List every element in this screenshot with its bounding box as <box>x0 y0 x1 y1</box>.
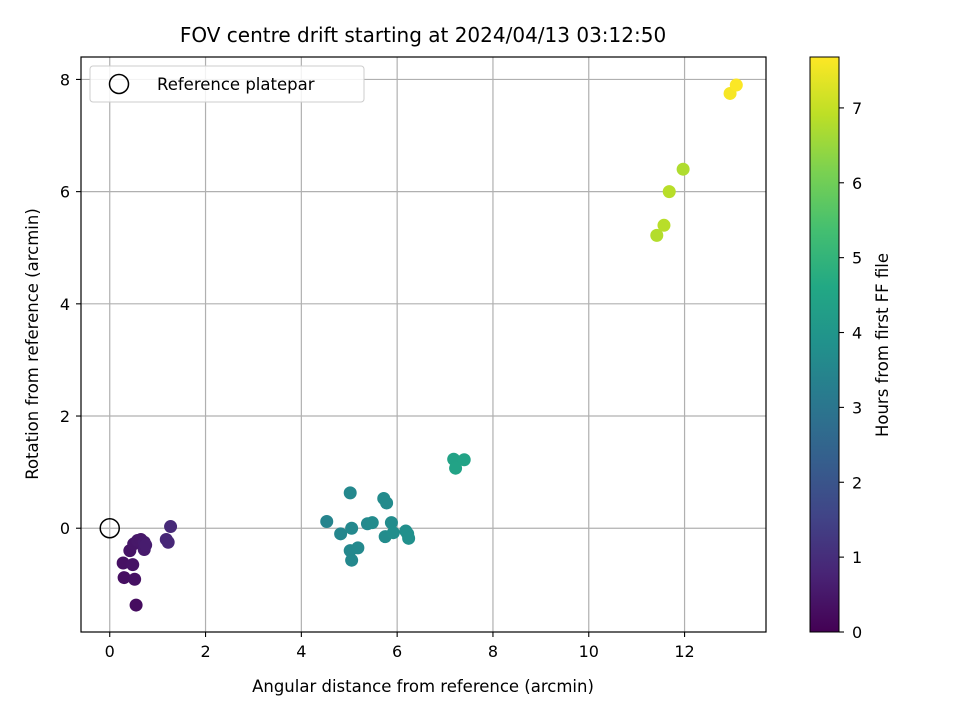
scatter-point <box>343 486 357 500</box>
scatter-point <box>380 496 394 510</box>
scatter-point <box>320 514 334 528</box>
x-tick-label: 8 <box>488 642 498 661</box>
legend-marker <box>108 73 130 95</box>
colorbar-label: Hours from first FF file <box>873 253 892 437</box>
scatter-point <box>345 553 359 567</box>
colorbar-tick-label: 0 <box>852 623 862 642</box>
x-tick-label: 0 <box>105 642 115 661</box>
colorbar-tick-label: 1 <box>852 548 862 567</box>
colorbar-tick-label: 5 <box>852 249 862 268</box>
colorbar-tick-label: 2 <box>852 473 862 492</box>
x-tick-label: 4 <box>296 642 306 661</box>
legend: Reference platepar <box>89 65 365 103</box>
scatter-point <box>650 228 664 242</box>
y-tick-label: 6 <box>60 183 70 202</box>
y-axis-ticks: 0 2 4 6 8 <box>60 70 81 538</box>
colorbar-tick-label: 7 <box>852 99 862 118</box>
colorbar-tick-label: 6 <box>852 174 862 193</box>
scatter-point <box>139 538 153 552</box>
colorbar-tick-label: 3 <box>852 398 862 417</box>
scatter-point <box>334 527 348 541</box>
scatter-point <box>657 218 671 232</box>
scatter-points <box>116 78 743 612</box>
scatter-point <box>662 185 676 199</box>
x-tick-label: 2 <box>200 642 210 661</box>
scatter-point <box>164 520 178 534</box>
scatter-point <box>351 541 365 555</box>
colorbar-ticks: 0 1 2 3 4 5 6 7 <box>839 99 862 642</box>
colorbar-tick-label: 4 <box>852 324 862 343</box>
scatter-point <box>384 516 398 530</box>
y-tick-label: 8 <box>60 70 70 89</box>
x-axis-label: Angular distance from reference (arcmin) <box>252 677 594 696</box>
y-tick-label: 4 <box>60 295 70 314</box>
scatter-point <box>117 571 131 585</box>
y-axis-label: Rotation from reference (arcmin) <box>23 208 42 480</box>
scatter-point <box>365 516 379 530</box>
scatter-point <box>126 558 140 572</box>
colorbar-gradient <box>809 56 840 633</box>
scatter-point <box>386 526 400 540</box>
y-tick-label: 2 <box>60 407 70 426</box>
scatter-point <box>449 461 463 475</box>
reference-platepar-marker <box>99 517 120 539</box>
y-tick-label: 0 <box>60 519 70 538</box>
legend-box <box>89 65 365 103</box>
scatter-point <box>128 572 142 586</box>
scatter-point <box>161 535 175 549</box>
scatter-point <box>457 453 471 467</box>
scatter-point <box>345 521 359 535</box>
scatter-point <box>116 556 130 570</box>
scatter-point <box>402 531 416 545</box>
x-tick-label: 12 <box>674 642 694 661</box>
plot-frame <box>80 56 767 633</box>
x-tick-label: 10 <box>579 642 599 661</box>
x-axis-ticks: 0 2 4 6 8 10 12 <box>105 632 695 661</box>
chart-title: FOV centre drift starting at 2024/04/13 … <box>180 23 666 47</box>
scatter-point <box>129 598 143 612</box>
legend-label: Reference platepar <box>157 75 315 94</box>
x-tick-label: 6 <box>392 642 402 661</box>
colorbar: 0 1 2 3 4 5 6 7 Hours from first FF file <box>809 56 892 642</box>
scatter-point <box>676 162 690 176</box>
plot-area <box>81 57 766 632</box>
scatter-point <box>729 78 743 92</box>
